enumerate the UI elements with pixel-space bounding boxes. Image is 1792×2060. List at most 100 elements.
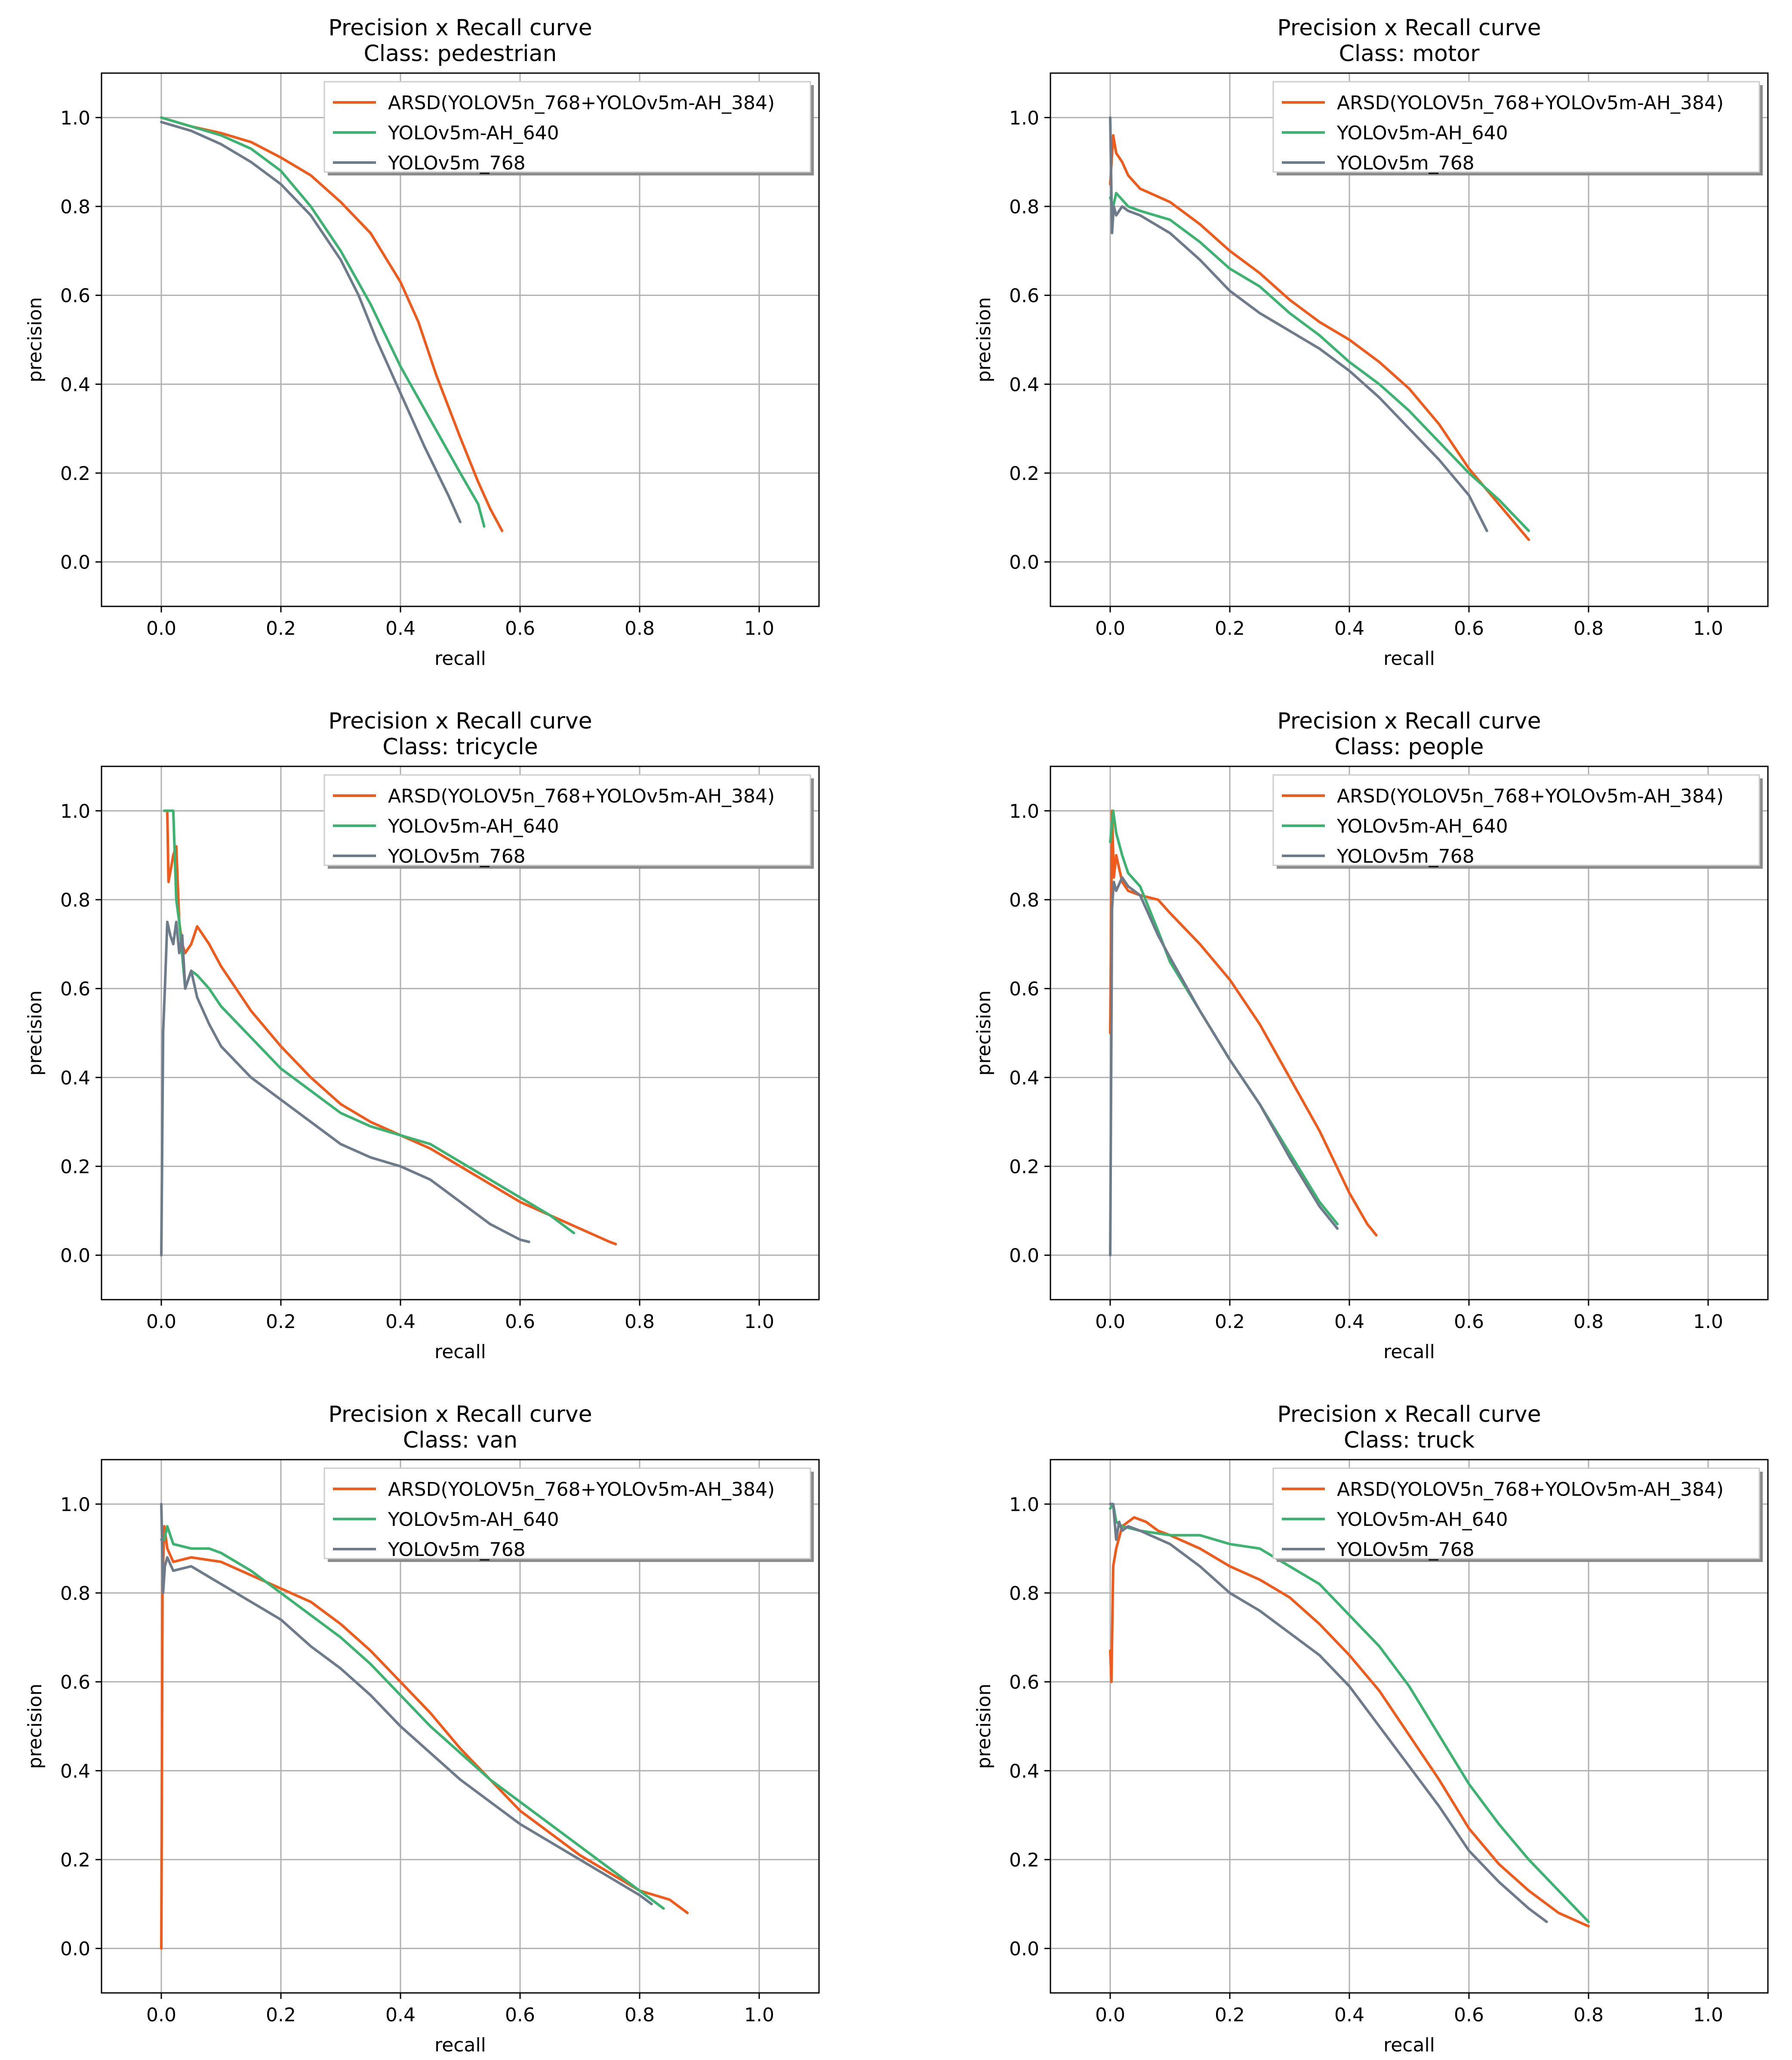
- legend-box: [1272, 1467, 1760, 1559]
- y-tick-label: 1.0: [1009, 800, 1039, 822]
- series-line-ah640: [1109, 809, 1339, 1226]
- chart-panel-3: 0.0 0.2 0.4 0.6 0.8 1.0 0.0 0.2 0.4 0.6 0.8 1.0 Prec…: [24, 708, 820, 1363]
- plot-frame: [101, 1459, 820, 1994]
- plot-frame: [1050, 766, 1769, 1301]
- legend-label: YOLOv5m_768: [388, 152, 526, 174]
- y-tick-label: 1.0: [1009, 1494, 1039, 1516]
- x-tick-label: 0.2: [1215, 618, 1245, 640]
- chart-panel-2: 0.0 0.2 0.4 0.6 0.8 1.0 0.0 0.2 0.4 0.6 0.8 1.0 Prec…: [973, 15, 1769, 670]
- plot-frame: [101, 766, 820, 1301]
- y-tick-label: 0.6: [1009, 285, 1039, 307]
- plot-frame: [1050, 1459, 1769, 1994]
- series-line-ah640: [160, 116, 486, 528]
- series-line-arsd: [1109, 134, 1530, 541]
- x-axis-label: recall: [434, 1341, 486, 1363]
- y-tick-label: 0.8: [1009, 1583, 1039, 1605]
- chart-panel-6: 0.0 0.2 0.4 0.6 0.8 1.0 0.0 0.2 0.4 0.6 0.8 1.0 Prec…: [973, 1402, 1769, 2056]
- series-line-m768: [160, 920, 530, 1257]
- legend-label: ARSD(YOLOV5n_768+YOLOv5m-AH_384): [388, 1479, 775, 1500]
- series-line-m768: [1109, 876, 1339, 1257]
- x-tick-label: 0.4: [385, 1311, 416, 1333]
- y-tick-label: 0.0: [60, 1245, 90, 1267]
- y-tick-label: 0.2: [60, 1156, 90, 1178]
- legend: ARSD(YOLOV5n_768+YOLOv5m-AH_384) YOLOv5m-…: [1272, 774, 1763, 869]
- x-tick-label: 1.0: [744, 618, 774, 640]
- y-axis-label: precision: [24, 297, 46, 383]
- x-tick-label: 0.2: [1215, 1311, 1245, 1333]
- x-tick-label: 0.2: [266, 618, 296, 640]
- y-axis-label: precision: [973, 1684, 995, 1769]
- series-line-m768: [160, 1503, 653, 1906]
- legend: ARSD(YOLOV5n_768+YOLOv5m-AH_384) YOLOv5m-…: [323, 774, 814, 869]
- series-line-arsd: [160, 116, 504, 532]
- x-tick-label: 0.8: [1573, 1311, 1604, 1333]
- x-axis-label: recall: [1383, 2034, 1435, 2056]
- x-tick-label: 0.0: [146, 618, 176, 640]
- x-tick-label: 0.6: [1454, 2004, 1484, 2026]
- series-line-ah640: [160, 1525, 665, 1910]
- y-tick-label: 0.4: [60, 1067, 90, 1089]
- x-tick-label: 0.6: [505, 618, 535, 640]
- legend-label: ARSD(YOLOV5n_768+YOLOv5m-AH_384): [388, 92, 775, 114]
- x-tick-label: 0.2: [266, 1311, 296, 1333]
- legend-box: [1272, 81, 1760, 173]
- y-tick-label: 0.8: [60, 889, 90, 911]
- legend-box: [323, 1467, 811, 1559]
- legend-label: YOLOv5m-AH_640: [1336, 815, 1508, 837]
- series-line-arsd: [163, 809, 617, 1245]
- x-tick-label: 0.6: [505, 2004, 535, 2026]
- x-axis-label: recall: [434, 2034, 486, 2056]
- y-tick-label: 0.4: [1009, 1067, 1039, 1089]
- y-tick-label: 0.8: [60, 196, 90, 218]
- y-tick-label: 0.8: [1009, 196, 1039, 218]
- chart-subtitle: Class: van: [403, 1427, 517, 1453]
- series-line-ah640: [1109, 192, 1530, 532]
- chart-title: Precision x Recall curve: [328, 708, 592, 734]
- legend-label: YOLOv5m_768: [1336, 152, 1475, 174]
- x-tick-label: 0.8: [625, 2004, 655, 2026]
- legend-label: YOLOv5m_768: [388, 1539, 526, 1561]
- x-axis-label: recall: [1383, 1341, 1435, 1363]
- x-axis-label: recall: [434, 648, 486, 670]
- x-tick-label: 0.4: [385, 618, 416, 640]
- x-tick-label: 0.6: [1454, 618, 1484, 640]
- x-tick-label: 0.8: [1573, 2004, 1604, 2026]
- legend: ARSD(YOLOV5n_768+YOLOv5m-AH_384) YOLOv5m-…: [323, 81, 814, 175]
- y-tick-label: 0.2: [1009, 463, 1039, 485]
- y-tick-label: 0.4: [1009, 374, 1039, 396]
- y-tick-label: 0.8: [60, 1583, 90, 1605]
- y-tick-label: 0.6: [60, 285, 90, 307]
- y-tick-label: 0.6: [1009, 1672, 1039, 1694]
- y-tick-label: 0.8: [1009, 889, 1039, 911]
- y-tick-label: 1.0: [60, 800, 90, 822]
- series-line-arsd: [160, 1525, 689, 1950]
- x-tick-label: 0.4: [1334, 2004, 1364, 2026]
- x-tick-label: 0.8: [625, 618, 655, 640]
- x-tick-label: 0.2: [1215, 2004, 1245, 2026]
- chart-title: Precision x Recall curve: [1277, 1402, 1541, 1427]
- x-tick-label: 0.8: [625, 1311, 655, 1333]
- x-tick-label: 0.0: [1095, 2004, 1125, 2026]
- legend: ARSD(YOLOV5n_768+YOLOv5m-AH_384) YOLOv5m-…: [323, 1467, 814, 1562]
- chart-subtitle: Class: tricycle: [382, 734, 538, 760]
- series-line-arsd: [1109, 809, 1378, 1237]
- chart-title: Precision x Recall curve: [328, 1402, 592, 1427]
- chart-panel-1: 0.0 0.2 0.4 0.6 0.8 1.0 0.0 0.2 0.4 0.6 0.8 1.0 Prec…: [24, 15, 820, 670]
- y-axis-label: precision: [973, 297, 995, 383]
- x-tick-label: 0.4: [1334, 1311, 1364, 1333]
- x-tick-label: 1.0: [1693, 2004, 1723, 2026]
- y-tick-label: 0.4: [60, 1760, 90, 1782]
- legend-label: YOLOv5m_768: [1336, 1539, 1475, 1561]
- x-tick-label: 0.0: [1095, 1311, 1125, 1333]
- legend-label: YOLOv5m-AH_640: [388, 815, 559, 837]
- y-tick-label: 0.4: [60, 374, 90, 396]
- x-tick-label: 0.0: [146, 2004, 176, 2026]
- legend-label: ARSD(YOLOV5n_768+YOLOv5m-AH_384): [1337, 92, 1724, 114]
- chart-title: Precision x Recall curve: [1277, 15, 1541, 41]
- x-tick-label: 0.0: [146, 1311, 176, 1333]
- plot-frame: [1050, 72, 1769, 607]
- legend-label: YOLOv5m-AH_640: [1336, 122, 1508, 144]
- y-tick-label: 0.2: [1009, 1156, 1039, 1178]
- x-tick-label: 0.4: [385, 2004, 416, 2026]
- legend: ARSD(YOLOV5n_768+YOLOv5m-AH_384) YOLOv5m-…: [1272, 81, 1763, 175]
